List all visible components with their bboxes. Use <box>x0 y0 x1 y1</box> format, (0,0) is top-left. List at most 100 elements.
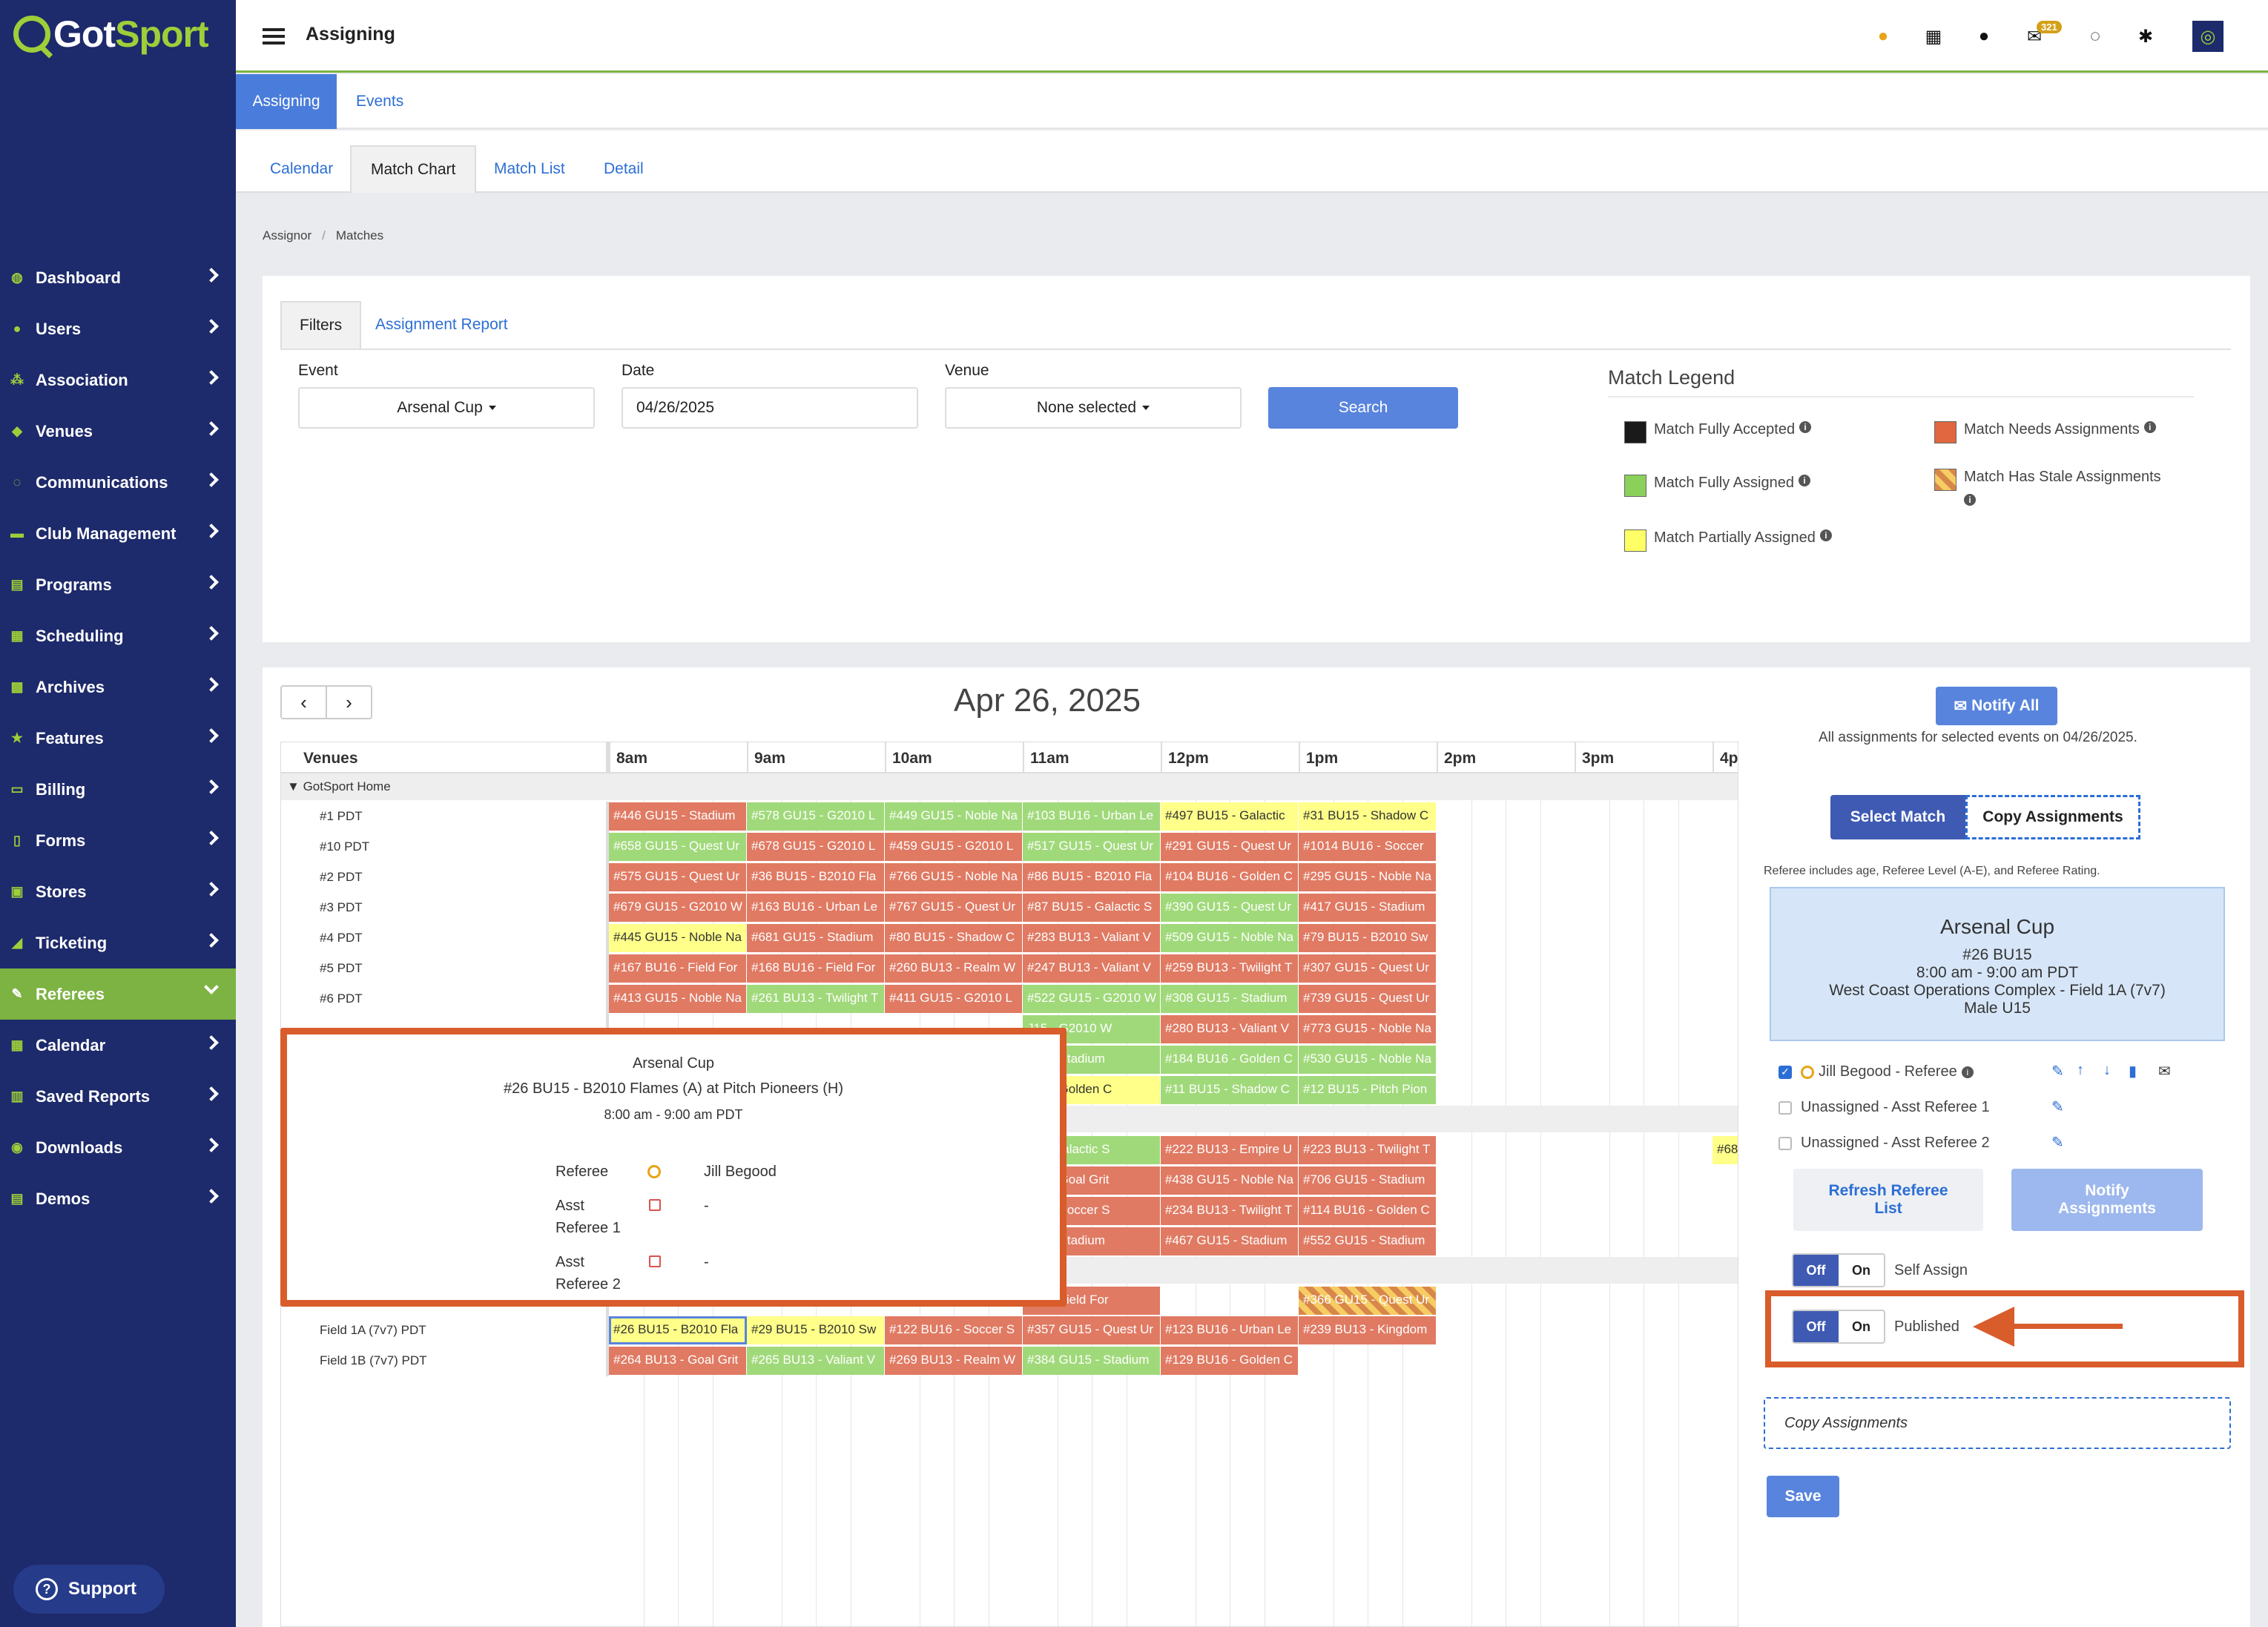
match-cell[interactable]: #223 BU13 - Twilight T <box>1299 1136 1437 1164</box>
sidebar-item-downloads[interactable]: ◉ Downloads <box>0 1122 236 1173</box>
toggle-off[interactable]: Off <box>1793 1255 1839 1286</box>
match-cell[interactable]: #239 BU13 - Kingdom <box>1299 1316 1437 1344</box>
published-toggle[interactable]: Off On <box>1792 1310 1885 1344</box>
match-cell[interactable]: #308 GU15 - Stadium <box>1161 985 1299 1013</box>
breadcrumb-assignor[interactable]: Assignor <box>263 228 312 242</box>
sidebar-item-referees[interactable]: ✎ Referees <box>0 968 236 1020</box>
toggle-off[interactable]: Off <box>1793 1311 1839 1342</box>
mail-icon[interactable]: ✉ 321 <box>2017 19 2062 53</box>
match-cell[interactable]: #12 BU15 - Pitch Pion <box>1299 1076 1437 1104</box>
sidebar-item-saved-reports[interactable]: ▥ Saved Reports <box>0 1071 236 1122</box>
checkbox-checked[interactable]: ✓ <box>1779 1065 1792 1079</box>
match-cell[interactable]: #260 BU13 - Realm W <box>885 954 1023 983</box>
match-cell[interactable]: #222 BU13 - Empire U <box>1161 1136 1299 1164</box>
sidebar-item-ticketing[interactable]: ◢ Ticketing <box>0 917 236 968</box>
match-cell[interactable]: #123 BU16 - Urban Le <box>1161 1316 1299 1344</box>
match-cell[interactable]: #467 GU15 - Stadium <box>1161 1227 1299 1255</box>
sidebar-item-scheduling[interactable]: ▦ Scheduling <box>0 610 236 661</box>
match-cell[interactable]: #122 BU16 - Soccer S <box>885 1316 1023 1344</box>
info-icon[interactable]: i <box>1961 1066 1974 1078</box>
tab-filters[interactable]: Filters <box>280 301 362 349</box>
match-cell[interactable]: #681 GU15 - Stadium <box>747 924 885 952</box>
match-cell[interactable]: #168 BU16 - Field For <box>747 954 885 983</box>
venue-group-header[interactable]: ▼ GotSport Home <box>281 773 1738 800</box>
match-cell[interactable]: #269 BU13 - Realm W <box>885 1347 1023 1375</box>
match-cell[interactable]: #767 GU15 - Quest Ur <box>885 894 1023 922</box>
edit-pencil-icon[interactable]: ✎ <box>2051 1135 2064 1151</box>
sidebar-item-features[interactable]: ★ Features <box>0 713 236 764</box>
tab-detail[interactable]: Detail <box>604 160 644 177</box>
trash-icon[interactable]: ▮ <box>2129 1063 2137 1080</box>
self-assign-toggle[interactable]: Off On <box>1792 1253 1885 1287</box>
date-input[interactable]: 04/26/2025 <box>622 387 918 429</box>
sidebar-item-dashboard[interactable]: ◍ Dashboard <box>0 252 236 303</box>
toggle-on[interactable]: On <box>1852 1262 1870 1278</box>
checkbox-unchecked[interactable] <box>1779 1100 1792 1115</box>
sidebar-item-calendar[interactable]: ▦ Calendar <box>0 1020 236 1071</box>
sidebar-item-communications[interactable]: ◌ Communications <box>0 457 236 508</box>
select-match-button[interactable]: Select Match <box>1830 795 1965 839</box>
tab-assignment-report[interactable]: Assignment Report <box>375 316 508 333</box>
match-cell[interactable]: #86 BU15 - B2010 Fla <box>1023 863 1161 891</box>
arrow-up-icon[interactable]: ↑ <box>2077 1062 2084 1078</box>
tab-match-list[interactable]: Match List <box>494 160 565 177</box>
checkbox-unchecked[interactable] <box>1779 1136 1792 1150</box>
toggle-on[interactable]: On <box>1852 1319 1870 1334</box>
match-cell[interactable]: #80 BU15 - Shadow C <box>885 924 1023 952</box>
match-cell[interactable]: #307 GU15 - Quest Ur <box>1299 954 1437 983</box>
hamburger-menu-icon[interactable] <box>263 28 285 44</box>
sidebar-item-club-management[interactable]: ▬ Club Management <box>0 508 236 559</box>
info-icon[interactable]: i <box>2143 421 2156 433</box>
match-cell[interactable]: #11 BU15 - Shadow C <box>1161 1076 1299 1104</box>
edit-pencil-icon[interactable]: ✎ <box>2051 1099 2064 1115</box>
notify-assignments-button[interactable]: Notify Assignments <box>2011 1169 2203 1231</box>
match-cell[interactable]: #26 BU15 - B2010 Fla <box>609 1316 747 1344</box>
match-cell[interactable]: #522 GU15 - G2010 W <box>1023 985 1161 1013</box>
venue-dropdown[interactable]: None selected <box>945 387 1242 429</box>
match-cell[interactable]: #87 BU15 - Galactic S <box>1023 894 1161 922</box>
match-cell[interactable]: #167 BU16 - Field For <box>609 954 747 983</box>
match-cell[interactable]: #29 BU15 - B2010 Sw <box>747 1316 885 1344</box>
save-button[interactable]: Save <box>1767 1476 1839 1517</box>
sidebar-item-users[interactable]: ● Users <box>0 303 236 354</box>
match-cell[interactable]: #739 GU15 - Quest Ur <box>1299 985 1437 1013</box>
search-button[interactable]: Search <box>1268 387 1458 429</box>
match-cell[interactable]: #438 GU15 - Noble Na <box>1161 1166 1299 1195</box>
info-icon[interactable]: i <box>1799 421 1812 433</box>
sidebar-item-venues[interactable]: ◆ Venues <box>0 406 236 457</box>
tab-assigning[interactable]: Assigning <box>236 74 337 129</box>
match-cell[interactable]: #773 GU15 - Noble Na <box>1299 1015 1437 1043</box>
match-cell[interactable]: #517 GU15 - Quest Ur <box>1023 833 1161 861</box>
match-cell[interactable]: #413 GU15 - Noble Na <box>609 985 747 1013</box>
match-cell[interactable]: #446 GU15 - Stadium <box>609 802 747 831</box>
support-button[interactable]: ? Support <box>13 1565 165 1614</box>
tab-calendar[interactable]: Calendar <box>270 160 334 177</box>
sidebar-item-association[interactable]: ⁂ Association <box>0 354 236 406</box>
match-cell[interactable]: #264 BU13 - Goal Grit <box>609 1347 747 1375</box>
gotsport-logo[interactable]: GotSport <box>13 12 209 56</box>
match-cell[interactable]: #247 BU13 - Valiant V <box>1023 954 1161 983</box>
tab-match-chart[interactable]: Match Chart <box>350 145 477 193</box>
match-cell[interactable]: #184 BU16 - Golden C <box>1161 1046 1299 1074</box>
copy-assignments-box[interactable]: Copy Assignments <box>1764 1397 2231 1449</box>
match-cell[interactable]: #114 BU16 - Golden C <box>1299 1197 1437 1225</box>
match-cell[interactable]: #291 GU15 - Quest Ur <box>1161 833 1299 861</box>
app-switcher-icon[interactable]: ◎ <box>2192 21 2224 52</box>
match-cell[interactable]: #411 GU15 - G2010 L <box>885 985 1023 1013</box>
match-cell[interactable]: #265 BU13 - Valiant V <box>747 1347 885 1375</box>
match-cell[interactable]: #678 GU15 - G2010 L <box>747 833 885 861</box>
match-cell[interactable]: #259 BU13 - Twilight T <box>1161 954 1299 983</box>
match-cell[interactable]: #295 GU15 - Noble Na <box>1299 863 1437 891</box>
match-cell[interactable]: #103 BU16 - Urban Le <box>1023 802 1161 831</box>
match-cell[interactable]: #459 GU15 - G2010 L <box>885 833 1023 861</box>
gear-icon[interactable]: ✱ <box>2137 26 2154 47</box>
chat-icon[interactable]: ◌ <box>2089 26 2101 46</box>
match-cell[interactable]: #706 GU15 - Stadium <box>1299 1166 1437 1195</box>
match-cell[interactable]: #530 GU15 - Noble Na <box>1299 1046 1437 1074</box>
match-cell[interactable]: #658 GU15 - Quest Ur <box>609 833 747 861</box>
match-cell[interactable]: #261 BU13 - Twilight T <box>747 985 885 1013</box>
sidebar-item-archives[interactable]: ▩ Archives <box>0 661 236 713</box>
notify-all-button[interactable]: ✉ Notify All <box>1936 687 2057 725</box>
tab-events[interactable]: Events <box>356 93 404 110</box>
match-cell[interactable]: #445 GU15 - Noble Na <box>609 924 747 952</box>
